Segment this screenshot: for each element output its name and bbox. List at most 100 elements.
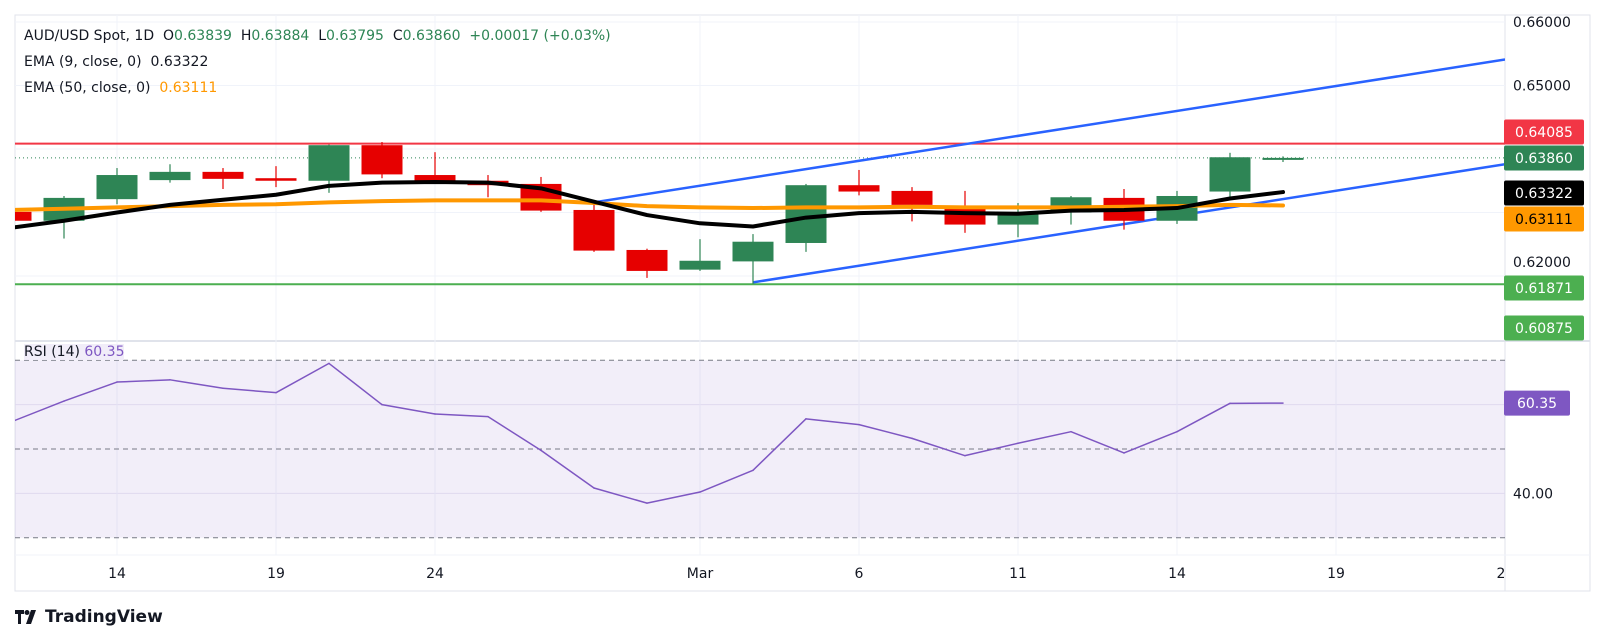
time-tick-label: 24: [426, 566, 444, 582]
candle-body: [732, 241, 774, 262]
time-tick-label: Mar: [687, 566, 714, 582]
rsi-band-fill: [15, 360, 1505, 538]
rsi-legend[interactable]: RSI (14) 60.35: [24, 344, 125, 360]
candle: [202, 168, 244, 190]
rsi-segment: [63, 381, 118, 402]
rsi-label-text: 60.35: [1517, 396, 1557, 412]
time-tick-label: 14: [1168, 566, 1186, 582]
price-label-bg: [1504, 145, 1584, 171]
rsi-tick-label: 40.00: [1513, 486, 1553, 502]
price-label-badge: 0.63111: [1504, 206, 1584, 232]
rsi-value: 60.35: [84, 344, 125, 360]
price-label-badge: 0.60875: [1504, 315, 1584, 341]
candle-body: [15, 211, 32, 221]
rsi-segment: [593, 487, 648, 504]
rsi-label: RSI (14): [24, 344, 80, 360]
rsi-segment: [381, 403, 436, 415]
price-label-text: 0.64085: [1515, 125, 1573, 141]
open-label: O: [163, 28, 175, 44]
price-label-text: 0.63111: [1515, 212, 1573, 228]
candle-body: [308, 145, 350, 181]
candle-body: [944, 206, 986, 225]
rsi-segment: [858, 423, 913, 440]
rsi-segment: [646, 491, 701, 504]
candle-body: [255, 178, 297, 181]
time-tick-label: 6: [855, 566, 864, 582]
low-value: 0.63795: [326, 28, 384, 44]
candle: [573, 201, 615, 252]
candle: [838, 169, 880, 196]
ema50-label: EMA (50, close, 0): [24, 80, 151, 96]
channel-upper-line: [593, 58, 1505, 204]
price-label-text: 0.61871: [1515, 281, 1573, 297]
ema9-value: 0.63322: [150, 54, 209, 70]
rsi-segment: [434, 413, 489, 418]
tradingview-logo-icon: [15, 610, 36, 624]
ema50-line: [15, 198, 1285, 212]
ohlc-legend: AUD/USD Spot, 1D O0.63839 H0.63884 L0.63…: [24, 28, 611, 44]
rsi-segment: [699, 469, 754, 493]
candle: [96, 168, 138, 205]
ema50-value: 0.63111: [159, 80, 218, 96]
rsi-segment: [169, 379, 224, 389]
time-tick-label: 14: [108, 566, 126, 582]
price-label-text: 0.63860: [1515, 151, 1573, 167]
candle: [255, 166, 297, 188]
candle: [15, 211, 32, 221]
candle: [414, 152, 456, 184]
chart-frame: [14, 14, 1591, 592]
price-label-badge: 0.63860: [1504, 145, 1584, 171]
rsi-segment: [15, 400, 65, 422]
candle: [149, 164, 191, 183]
rsi-segment: [328, 362, 383, 406]
price-label-bg: [1504, 315, 1584, 341]
symbol-label: AUD/USD Spot, 1D: [24, 28, 155, 44]
rsi-segment: [222, 387, 277, 394]
candle-body: [573, 209, 615, 251]
price-tick-label: 0.62000: [1513, 255, 1571, 271]
rsi-segment: [487, 415, 542, 452]
candle: [361, 142, 403, 179]
candle-body: [1209, 157, 1251, 192]
rsi-label-bg: [1504, 390, 1570, 416]
ema9-line: [15, 180, 1285, 230]
time-tick-label: 11: [1009, 566, 1027, 582]
rsi-segment: [964, 442, 1019, 457]
candle-body: [1262, 157, 1304, 160]
candle: [891, 187, 933, 222]
candle: [785, 183, 827, 252]
rsi-segment: [752, 418, 807, 472]
rsi-segment: [805, 418, 860, 426]
ema50-legend[interactable]: EMA (50, close, 0) 0.63111: [24, 80, 217, 96]
candle-body: [96, 175, 138, 200]
candle-body: [414, 175, 456, 183]
price-label-bg: [1504, 119, 1584, 145]
rsi-segment: [116, 379, 171, 383]
high-value: 0.63884: [251, 28, 310, 44]
rsi-value-badge: 60.35: [1504, 390, 1570, 416]
candle-body: [679, 260, 721, 270]
rsi-segment: [1070, 430, 1125, 454]
rsi-segment: [1017, 430, 1072, 444]
high-label: H: [240, 28, 252, 44]
time-tick-label: 19: [267, 566, 285, 582]
price-tick-label: 0.66000: [1513, 15, 1571, 31]
candle-body: [626, 249, 668, 271]
candle: [626, 248, 668, 278]
price-label-badge: 0.64085: [1504, 119, 1584, 145]
rsi-pane: [15, 359, 1505, 539]
candle: [679, 239, 721, 271]
rsi-segment: [911, 437, 966, 457]
candle-body: [891, 190, 933, 205]
close-value: 0.63860: [402, 28, 461, 44]
time-tick-label: 2: [1497, 566, 1506, 582]
price-label-text: 0.63322: [1515, 186, 1573, 202]
low-label: L: [318, 28, 327, 44]
ema9-legend[interactable]: EMA (9, close, 0) 0.63322: [24, 54, 208, 70]
open-value: 0.63839: [174, 28, 232, 44]
ema9-label: EMA (9, close, 0): [24, 54, 142, 70]
price-tick-label: 0.65000: [1513, 79, 1571, 95]
tradingview-logo[interactable]: TradingView: [15, 607, 163, 627]
change-value: +0.00017 (+0.03%): [469, 28, 611, 44]
